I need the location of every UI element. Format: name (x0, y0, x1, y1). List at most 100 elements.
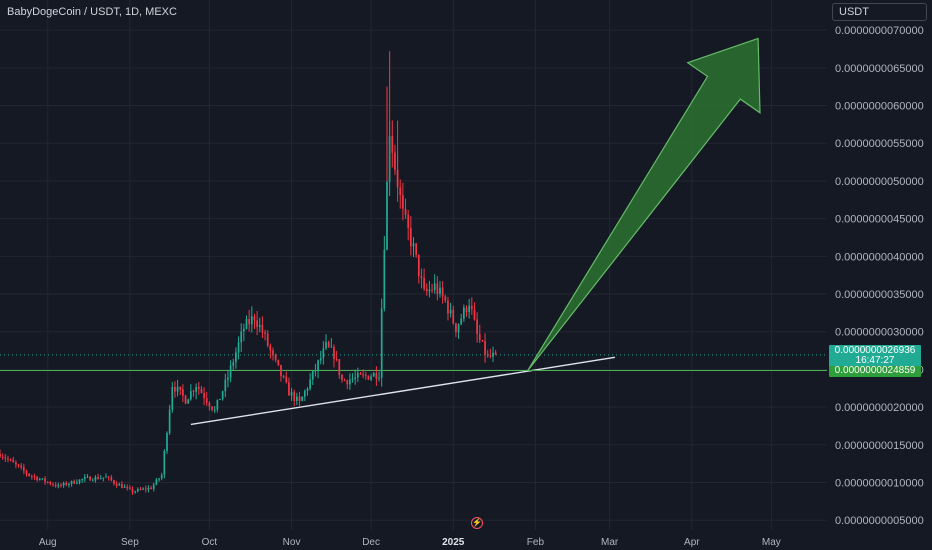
candle-body (290, 392, 293, 396)
candle-body (277, 359, 280, 366)
candle-body (129, 487, 131, 489)
candle-body (113, 480, 115, 484)
candle-body (229, 365, 232, 378)
candle-body (57, 484, 60, 487)
candle-body (182, 389, 184, 396)
candle-body (12, 459, 15, 463)
candle-body (176, 386, 179, 392)
candle-body (174, 387, 176, 392)
candle-body (325, 342, 327, 349)
candle-body (121, 484, 123, 488)
candle-body (78, 479, 81, 483)
candle-body (134, 491, 137, 493)
candle-body (349, 379, 351, 385)
candle-body (272, 350, 274, 355)
candle-body (420, 276, 423, 278)
candle-body (46, 481, 49, 483)
y-tick-label: 0.0000000015000 (835, 440, 924, 452)
candle-body (341, 375, 343, 381)
candle-body (370, 376, 372, 380)
candle-body (36, 476, 38, 480)
y-tick-label: 0.0000000040000 (835, 251, 924, 263)
candle-body (25, 470, 28, 474)
candle-body (333, 346, 335, 360)
candle-body (476, 319, 478, 334)
candle-body (494, 352, 497, 355)
candle-body (253, 316, 256, 321)
support-trendline[interactable] (190, 356, 616, 426)
trendline-segment (190, 356, 616, 426)
candle-body (465, 307, 468, 313)
candle-body (264, 332, 266, 334)
candle-body (33, 476, 36, 478)
candle-body (378, 377, 380, 379)
candle-body (4, 457, 7, 459)
candle-body (168, 409, 171, 434)
candle-body (232, 362, 235, 366)
candle-body (343, 380, 346, 382)
candle-body (266, 333, 269, 346)
candle-body (375, 373, 378, 379)
candle-body (330, 346, 333, 348)
candle-body (179, 386, 182, 390)
candle-body (195, 386, 198, 392)
candle-body (338, 359, 341, 376)
last-price-badge: 0.0000000026936 (829, 345, 921, 357)
candle-body (280, 365, 282, 377)
price-axis[interactable]: 0.0000000005000 0.0000000010000 0.00000000… (835, 25, 924, 527)
symbol-title: BabyDogeCoin / USDT, 1D, MEXC (7, 6, 177, 18)
candle-body (192, 391, 195, 393)
candle-body (470, 305, 473, 310)
candle-body (197, 386, 200, 389)
candle-body (30, 475, 33, 477)
candle-body (83, 477, 86, 480)
candle-body (309, 379, 311, 389)
candle-body (327, 342, 330, 347)
candle-body (394, 152, 396, 170)
x-tick-label: 2025 (442, 537, 465, 548)
candle-body (298, 396, 301, 401)
y-tick-label: 0.0000000050000 (835, 176, 924, 188)
x-tick-label: Apr (684, 537, 700, 548)
x-tick-label: May (762, 537, 781, 548)
candle-body (184, 395, 187, 404)
currency-button[interactable]: USDT (832, 3, 927, 21)
candle-body (250, 316, 253, 325)
projection-arrow[interactable] (526, 37, 761, 372)
candle-body (200, 388, 203, 393)
candle-body (235, 352, 237, 363)
candle-body (425, 288, 428, 292)
candle-body (68, 483, 70, 486)
candle-body (158, 478, 160, 480)
candle-body (144, 488, 147, 490)
candle-body (335, 359, 338, 361)
horizontal-level-line[interactable] (0, 354, 827, 371)
candle-body (317, 360, 319, 371)
candle-body (306, 388, 309, 392)
candle-body (107, 476, 110, 478)
candle-body (314, 370, 317, 372)
candle-body (468, 305, 471, 313)
candle-body (367, 375, 370, 380)
lightning-event-icon[interactable]: ⚡ (471, 517, 483, 529)
candle-body (41, 478, 44, 480)
level-price-badge: 0.0000000024859 (829, 366, 921, 377)
y-tick-label: 0.0000000055000 (835, 138, 924, 150)
candle-body (73, 480, 76, 484)
y-tick-label: 0.0000000060000 (835, 101, 924, 113)
projection-arrow-shape (526, 37, 761, 372)
candle-body (70, 480, 73, 484)
x-tick-label: Mar (601, 537, 619, 548)
candle-body (356, 373, 359, 378)
candle-body (258, 324, 261, 327)
candlestick-series[interactable] (0, 51, 497, 496)
candle-body (402, 195, 404, 209)
candle-body (20, 465, 23, 468)
candle-body (123, 486, 126, 488)
candle-body (28, 473, 31, 476)
time-axis[interactable]: Aug Sep Oct Nov Dec 2025 Feb Mar Apr May (39, 537, 781, 548)
candle-body (372, 373, 375, 377)
candle-body (17, 464, 20, 466)
candle-body (256, 320, 258, 327)
